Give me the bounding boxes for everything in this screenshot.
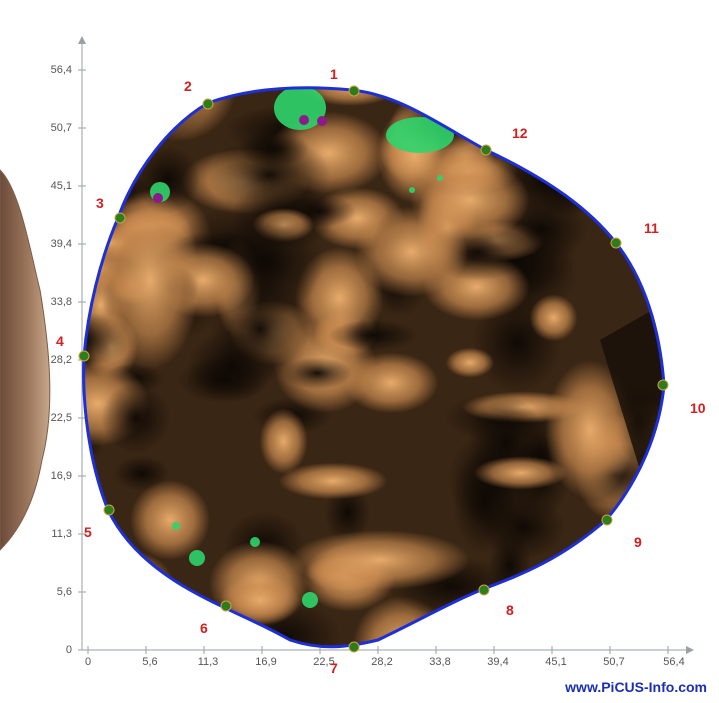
- light-zone: [445, 347, 495, 378]
- dark-zone: [187, 329, 276, 402]
- light-zone: [474, 456, 568, 490]
- violet-spot: [153, 193, 163, 203]
- sensor-point-5: [103, 504, 115, 516]
- light-zone: [83, 87, 113, 123]
- y-tick-label: 5,6: [56, 586, 72, 598]
- sensor-label-12: 12: [512, 125, 528, 141]
- sensor-point-3: [114, 212, 126, 224]
- y-tick-label: 28,2: [50, 354, 72, 366]
- x-tick-label: 39,4: [487, 656, 509, 668]
- light-zone: [130, 480, 210, 560]
- x-tick-label: 16,9: [255, 656, 277, 668]
- light-zone: [573, 530, 664, 612]
- green-zone: [274, 87, 326, 130]
- sensor-point-1: [348, 85, 360, 97]
- dark-zone: [516, 575, 580, 608]
- sensor-point-2: [202, 98, 214, 110]
- y-tick-label: 50,7: [50, 122, 72, 134]
- sensor-label-3: 3: [96, 195, 104, 211]
- sensor-point-11: [610, 237, 622, 249]
- light-zone: [290, 530, 470, 590]
- green-zone: [172, 522, 180, 530]
- sensor-label-9: 9: [634, 534, 642, 550]
- sensor-label-2: 2: [184, 78, 192, 94]
- light-zone: [100, 190, 200, 370]
- green-zone: [437, 175, 443, 181]
- y-tick-label: 56,4: [50, 64, 72, 76]
- light-zone: [520, 583, 582, 638]
- sensor-label-1: 1: [330, 66, 338, 82]
- dark-zone: [105, 87, 213, 142]
- light-zone: [83, 550, 173, 613]
- dark-zone: [604, 154, 664, 229]
- sensor-point-9: [601, 514, 613, 526]
- x-tick-label: 5,6: [142, 656, 158, 668]
- x-tick-label: 56,4: [663, 656, 685, 668]
- x-tick-label: 50,7: [603, 656, 625, 668]
- x-tick-label: 0: [84, 656, 92, 668]
- sensor-label-5: 5: [84, 524, 92, 540]
- light-zone: [623, 117, 664, 183]
- x-tick-label: 22,5: [313, 656, 335, 668]
- y-axis-arrow: [78, 36, 86, 44]
- green-zone: [189, 550, 205, 566]
- sensor-label-4: 4: [56, 333, 64, 349]
- light-zone: [343, 352, 439, 414]
- x-tick-label: 33,8: [429, 656, 451, 668]
- x-tick-label: 45,1: [545, 656, 567, 668]
- dark-zone: [328, 319, 418, 352]
- light-zone: [410, 160, 530, 240]
- violet-spot: [299, 115, 309, 125]
- dark-zone: [548, 113, 634, 178]
- green-zone: [409, 187, 415, 193]
- sensor-point-10: [657, 379, 669, 391]
- light-zone: [278, 462, 388, 500]
- sensor-label-10: 10: [690, 400, 706, 416]
- y-tick-label: 45,1: [50, 180, 72, 192]
- sensor-label-11: 11: [644, 220, 659, 236]
- light-zone: [474, 607, 596, 647]
- sensor-point-7: [348, 641, 360, 653]
- sensor-label-8: 8: [506, 602, 514, 618]
- watermark-url: www.PiCUS-Info.com: [565, 679, 707, 695]
- light-zone: [302, 87, 399, 107]
- x-axis-arrow: [686, 646, 694, 654]
- light-zone: [545, 360, 635, 500]
- x-tick-label: 11,3: [197, 656, 219, 668]
- y-tick-label: 22,5: [50, 412, 72, 424]
- sensor-point-6: [220, 600, 232, 612]
- y-tick-label: 16,9: [50, 470, 72, 482]
- dark-zone: [239, 129, 309, 168]
- x-tick-label: 28,2: [371, 656, 393, 668]
- y-tick-label: 39,4: [50, 238, 72, 250]
- green-zone: [302, 592, 318, 608]
- sensor-point-4: [78, 350, 90, 362]
- sensor-label-6: 6: [200, 620, 208, 636]
- light-zone: [259, 408, 308, 475]
- light-zone: [220, 575, 300, 625]
- violet-spot: [317, 116, 327, 126]
- y-tick-label: 0: [65, 644, 72, 656]
- green-zone: [386, 117, 454, 153]
- dark-zone: [101, 382, 171, 454]
- sensor-label-7: 7: [330, 660, 338, 676]
- green-zone: [250, 537, 260, 547]
- y-tick-label: 11,3: [51, 528, 72, 540]
- dark-zone: [83, 595, 174, 636]
- dark-zone: [600, 300, 664, 470]
- sensor-point-8: [478, 584, 490, 596]
- y-tick-label: 33,8: [50, 296, 72, 308]
- light-zone: [529, 294, 578, 342]
- light-zone: [469, 87, 543, 148]
- dark-zone: [282, 357, 353, 390]
- dark-zone: [113, 455, 170, 492]
- dark-zone: [83, 311, 133, 368]
- tree-slice-photo: [0, 169, 51, 551]
- sensor-point-12: [480, 144, 492, 156]
